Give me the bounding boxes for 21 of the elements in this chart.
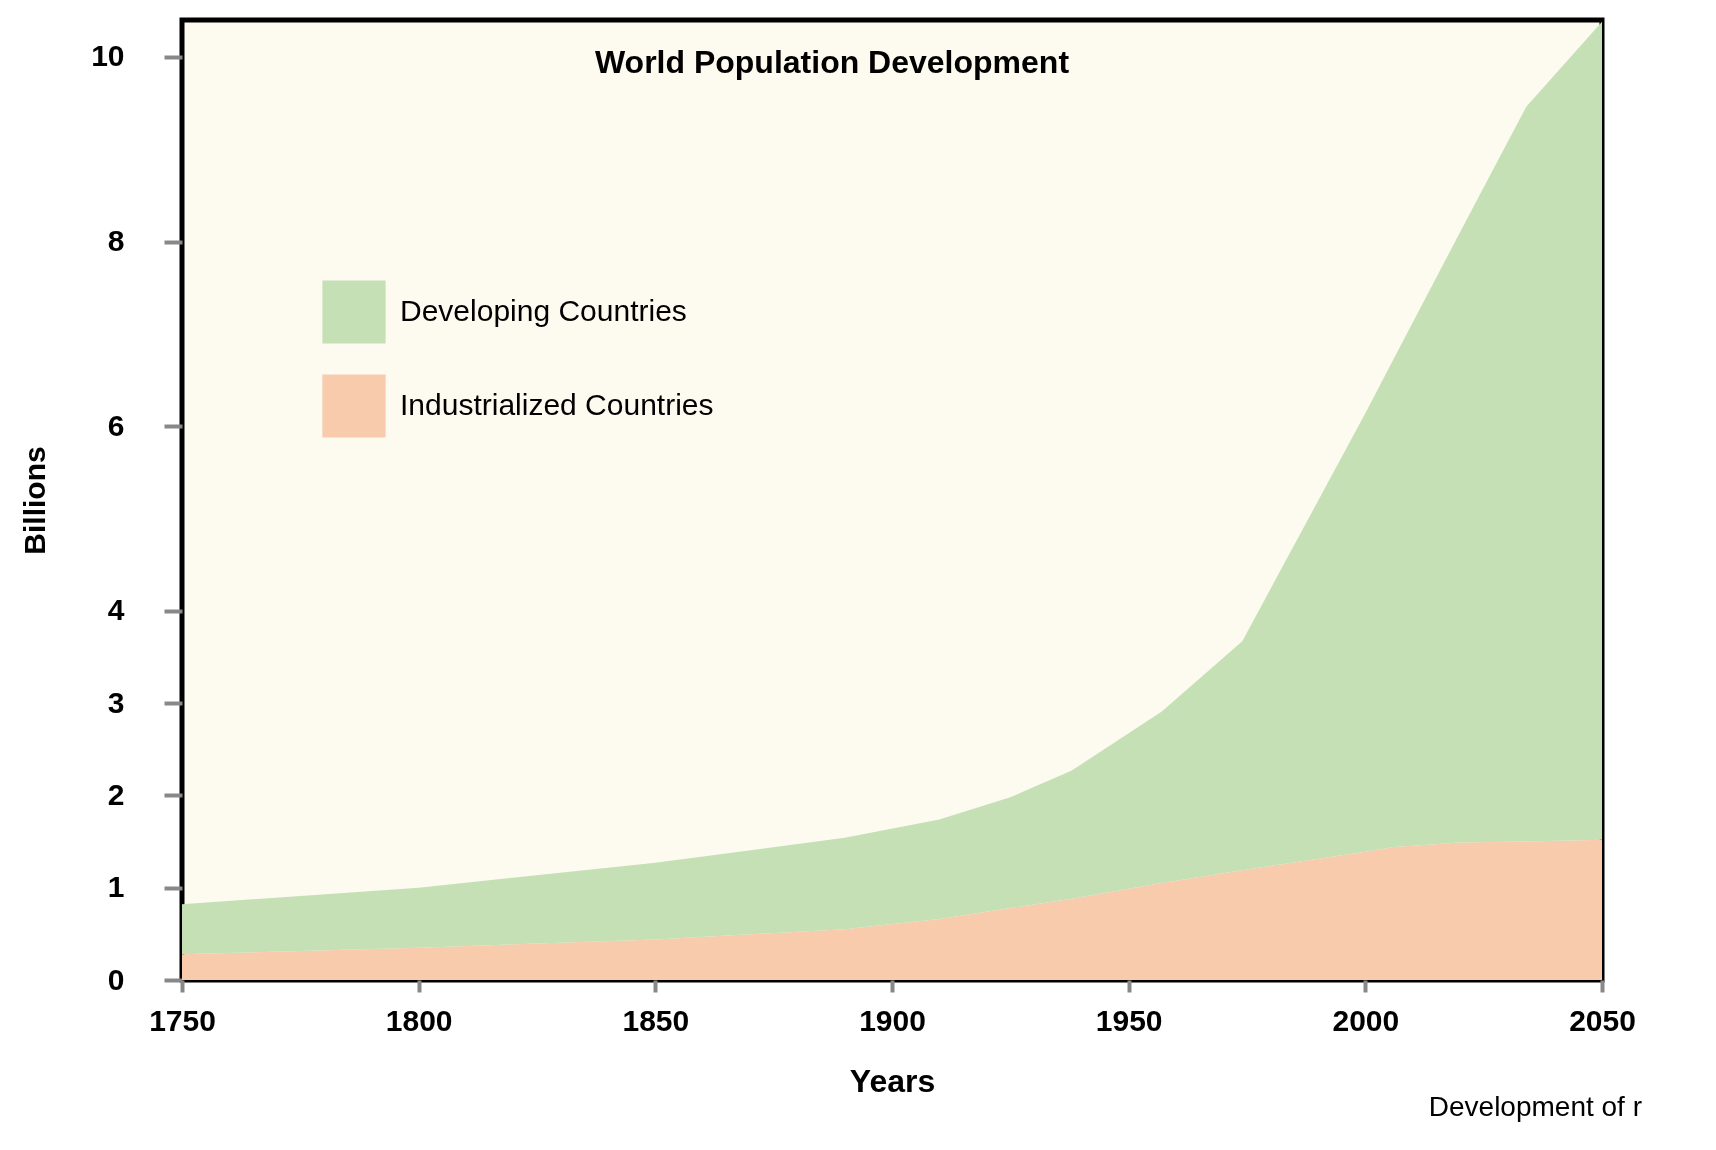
legend-label: Developing Countries [400,294,687,327]
text: Development of r [1428,1091,1642,1122]
text: World Population Development [594,44,1070,80]
x-tick-label: 1750 [149,1003,216,1037]
y-tick-label: 6 [107,408,125,442]
y-tick-label: 2 [107,777,125,811]
y-tick-label: 3 [107,685,125,719]
x-tick-label: 1950 [1095,1003,1163,1037]
y-tick-label: 1 [107,870,125,904]
x-axis-title: Years [849,1062,936,1099]
x-tick-label: 2000 [1332,1003,1400,1037]
x-tick-label: 1900 [859,1003,926,1037]
y-tick-label: 4 [107,593,125,627]
x-tick-label: 2050 [1569,1003,1636,1037]
y-axis-title: Billions [18,446,52,555]
y-tick-label: 0 [107,962,125,996]
x-tick-label: 1800 [385,1003,453,1037]
x-tick-label: 1850 [622,1003,690,1037]
legend-label: Industrialized Countries [400,388,714,421]
y-tick-label: 8 [107,224,125,258]
y-tick-label: 10 [91,39,125,73]
